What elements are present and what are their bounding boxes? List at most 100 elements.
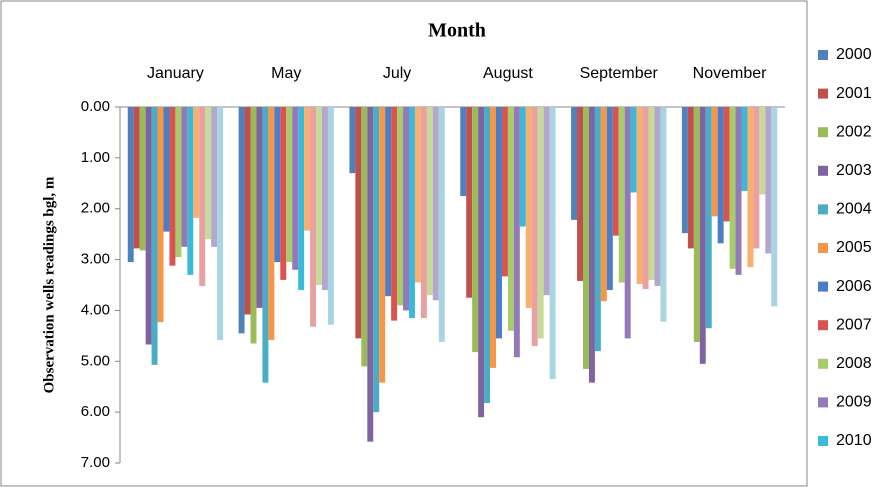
bar [693,107,700,342]
x-tick-label: July [383,65,411,82]
bar [274,107,281,263]
legend-swatch [818,204,828,215]
bar [636,107,643,284]
y-tick-label: 7.00 [81,454,110,471]
bar [699,107,706,364]
bar [205,107,212,240]
bar [765,107,772,254]
bar [642,107,649,290]
bar [361,107,368,367]
bar [262,107,269,383]
bar [199,107,206,287]
bar [630,107,637,193]
bar [484,107,491,403]
bar [571,107,578,220]
bar [501,107,508,277]
bar [600,107,607,302]
x-tick-label: January [147,65,204,82]
bar [549,107,556,380]
bar [292,107,299,270]
bar [238,107,245,334]
bar [310,107,317,327]
legend-label: 2000 [836,46,872,63]
bar [660,107,667,322]
bar [472,107,479,353]
bar [735,107,742,275]
bar [139,107,146,251]
bar [723,107,730,222]
bar [513,107,520,358]
bar [414,107,421,283]
legend-swatch [818,243,828,253]
bar [460,107,467,196]
bar [705,107,712,329]
bar [496,107,502,339]
bar [298,107,305,291]
bar [588,107,595,383]
bar [543,107,550,296]
bar [316,107,322,285]
bar [577,107,584,281]
bar [583,107,589,369]
y-tick-label: 3.00 [81,251,110,268]
bar [169,107,176,266]
bar [163,107,170,232]
bar [321,107,328,291]
bar [268,107,275,340]
bar [127,107,134,263]
bar [537,107,544,339]
bar [687,107,694,249]
bar [438,107,445,342]
y-tick-label: 1.00 [81,149,110,166]
bar [385,107,392,297]
bar [525,107,532,308]
bar [151,107,158,365]
bar [606,107,613,291]
bar [741,107,748,191]
bar [327,107,334,325]
legend-swatch [818,50,828,60]
legend-label: 2008 [836,355,872,372]
bar [286,107,293,263]
legend-label: 2006 [836,278,872,295]
legend-label: 2001 [836,85,872,102]
bar [175,107,182,258]
bar [753,107,760,249]
bar [466,107,473,298]
bar [133,107,140,249]
bar [478,107,485,418]
x-tick-label: November [693,65,767,82]
bar [355,107,362,339]
y-axis-label: Observation wells readings bgl, m [41,176,57,393]
legend-swatch [818,127,828,138]
legend-label: 2007 [836,316,872,333]
y-tick-label: 5.00 [81,352,110,369]
bar [211,107,218,247]
bar [612,107,619,236]
bar [594,107,601,352]
x-tick-label: August [483,65,533,82]
bar [397,107,404,306]
bar [771,107,778,307]
bar [403,107,409,311]
bar [729,107,736,269]
bar [157,107,164,323]
bar [256,107,263,308]
bar [391,107,398,321]
legend-label: 2002 [836,123,872,140]
legend-swatch [818,436,828,446]
bar [681,107,688,234]
legend-label: 2005 [836,239,872,256]
bar [145,107,152,345]
bar [490,107,497,368]
bar [531,107,538,347]
bar [349,107,356,174]
bar [367,107,374,442]
legend-swatch [818,165,828,176]
bar [420,107,427,319]
bar [654,107,661,287]
bar [432,107,439,301]
bar [373,107,380,413]
